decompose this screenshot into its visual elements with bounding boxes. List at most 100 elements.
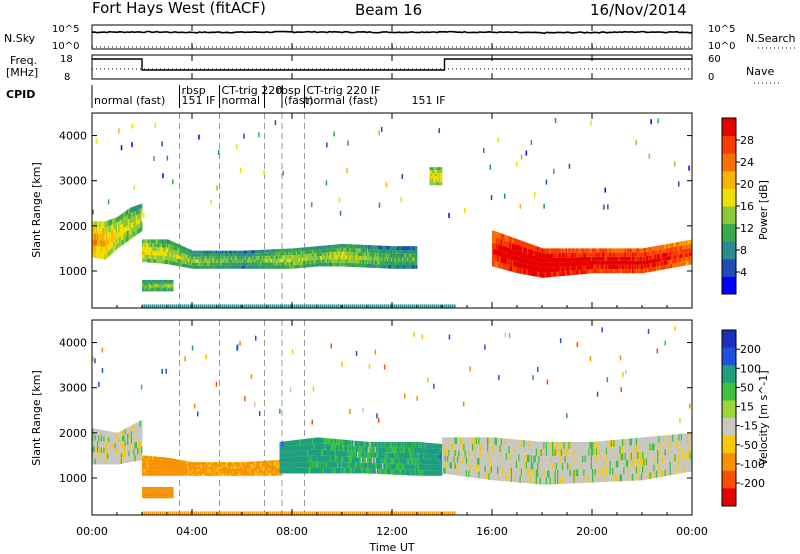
cell-2	[294, 451, 297, 457]
cell-2	[500, 251, 503, 258]
cell-0	[100, 240, 103, 247]
cpid-segment-2: 151 IF	[182, 94, 216, 107]
cell-1	[269, 255, 272, 260]
cell-2	[435, 465, 438, 471]
cell-2	[365, 452, 368, 458]
cell-2	[600, 256, 603, 261]
cell-1	[159, 243, 162, 248]
cell-2	[349, 467, 352, 474]
cell-3	[480, 444, 483, 452]
cell-1	[229, 256, 232, 260]
cell-3	[454, 437, 457, 444]
cell-0	[117, 453, 119, 460]
cell-2	[549, 253, 552, 258]
cell-1	[274, 262, 277, 266]
cell-1	[265, 252, 268, 256]
cell-1	[174, 467, 177, 471]
cell-0	[105, 252, 108, 259]
cell-1	[394, 265, 397, 269]
cell-2	[292, 440, 294, 446]
cell-2	[580, 257, 583, 262]
cell-1	[207, 259, 209, 263]
cell-2	[632, 252, 634, 257]
cell-2	[508, 247, 510, 254]
cell-2	[414, 447, 417, 454]
cell-1	[245, 473, 248, 476]
cell-2	[605, 269, 608, 274]
cell-0	[138, 218, 140, 224]
cell-2	[362, 446, 364, 453]
cell-1	[160, 247, 163, 252]
cell-3	[160, 280, 163, 282]
cell-1	[279, 252, 282, 256]
cell-1	[367, 256, 369, 261]
cell-2	[372, 447, 374, 453]
cell-2	[625, 269, 628, 274]
cell-1	[322, 256, 324, 260]
cell-2	[293, 445, 295, 452]
cell-1	[323, 245, 325, 250]
cell-2	[582, 265, 584, 270]
cell-1	[213, 473, 215, 476]
cell-2	[290, 440, 293, 446]
cell-0	[139, 440, 142, 448]
cell-1	[240, 250, 243, 254]
cell-0	[103, 436, 105, 442]
cell-1	[168, 244, 170, 249]
cell-1	[237, 265, 239, 269]
cell-3	[143, 283, 145, 286]
cell-2	[630, 248, 633, 253]
cell-2	[532, 255, 534, 261]
cell-2	[414, 464, 417, 470]
cell-2	[283, 452, 285, 458]
cell-1	[205, 256, 208, 260]
cell-1	[235, 466, 238, 469]
cell-1	[207, 250, 209, 254]
cell-1	[373, 260, 375, 265]
cell-4	[429, 182, 432, 186]
cell-2	[367, 462, 369, 469]
cell-1	[205, 471, 208, 474]
cell-2	[344, 467, 347, 474]
cell-0	[105, 239, 108, 246]
cell-1	[155, 459, 158, 463]
cell-2	[654, 246, 657, 251]
ground-cell	[318, 304, 320, 309]
cell-1	[387, 261, 389, 265]
cell-1	[263, 262, 265, 266]
cell-2	[299, 450, 302, 457]
cell-2	[654, 254, 657, 259]
cell-2	[534, 266, 537, 272]
cell-1	[335, 255, 338, 260]
cell-3	[444, 443, 447, 450]
cell-1	[238, 464, 240, 467]
cell-2	[323, 455, 325, 462]
cell-2	[643, 268, 645, 273]
cell-1	[352, 244, 354, 249]
cell-2	[669, 247, 672, 252]
cell-3	[464, 456, 467, 464]
cell-3	[445, 437, 448, 444]
cell-2	[304, 461, 307, 468]
cell-1	[150, 258, 153, 263]
cell-0	[117, 237, 119, 244]
cell-2	[554, 267, 557, 272]
cell-0	[140, 453, 143, 461]
cell-2	[595, 265, 598, 270]
cell-2	[579, 270, 582, 275]
cell-1	[249, 468, 252, 471]
cell-1	[319, 249, 322, 253]
cell-1	[287, 255, 289, 259]
cell-1	[268, 465, 270, 469]
cell-0	[104, 234, 107, 241]
cell-1	[339, 251, 342, 256]
cell-3	[482, 444, 484, 452]
cell-1	[185, 461, 188, 464]
cell-1	[329, 248, 332, 253]
cell-0	[98, 252, 100, 259]
cell-1	[308, 253, 310, 258]
cell-1	[177, 251, 179, 255]
cell-2	[324, 438, 327, 444]
cell-2	[648, 259, 650, 264]
cell-1	[320, 256, 323, 260]
